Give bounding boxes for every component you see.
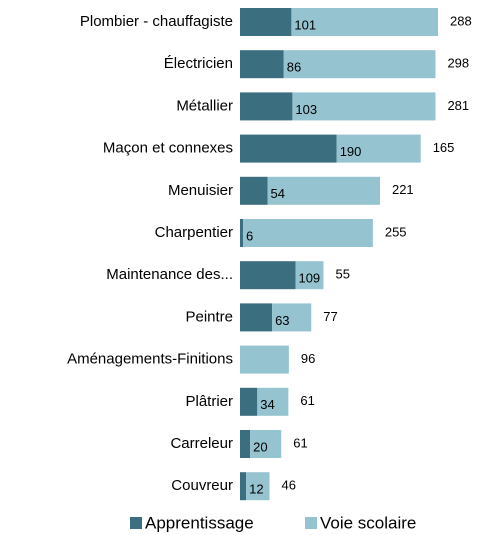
- bar-segment: [292, 92, 436, 121]
- bar-segment: [240, 50, 284, 79]
- category-label: Plombier - chauffagiste: [80, 13, 233, 30]
- category-label: Aménagements-Finitions: [67, 351, 233, 368]
- value-label: 96: [301, 351, 315, 366]
- value-label: 101: [294, 17, 316, 32]
- value-label: 221: [392, 182, 414, 197]
- bar-segment: [240, 176, 268, 205]
- bar-segment: [240, 134, 337, 163]
- value-label: 46: [282, 478, 296, 493]
- bar-segment: [240, 303, 273, 332]
- category-label: Maintenance des...: [106, 266, 233, 283]
- bar-segment: [240, 219, 244, 247]
- bar-segment: [295, 261, 324, 290]
- bar-segment: [291, 8, 439, 36]
- category-label: Plâtrier: [185, 393, 233, 410]
- value-label: 255: [385, 224, 407, 239]
- bar-segment: [267, 176, 380, 205]
- bar-segment: [246, 472, 270, 501]
- value-label: 288: [450, 13, 472, 28]
- bar-segment: [250, 430, 282, 458]
- value-label: 12: [249, 482, 263, 497]
- value-label: 298: [447, 56, 469, 71]
- bar-segment: [240, 8, 292, 36]
- category-label: Métallier: [176, 97, 233, 114]
- value-label: 6: [246, 228, 253, 243]
- value-label: 61: [293, 435, 307, 450]
- value-label: 20: [253, 439, 267, 454]
- value-label: 86: [287, 60, 301, 75]
- bar-segment: [240, 345, 289, 374]
- category-label: Menuisier: [168, 182, 233, 199]
- value-label: 103: [295, 102, 317, 117]
- bar-segment: [257, 387, 289, 416]
- category-label: Charpentier: [155, 224, 233, 241]
- bar-segment: [336, 134, 421, 163]
- value-label: 190: [340, 144, 362, 159]
- bar-segment: [240, 472, 247, 501]
- bar-segment: [283, 50, 436, 79]
- value-label: 55: [335, 267, 349, 282]
- value-label: 77: [323, 309, 337, 324]
- category-label: Électricien: [164, 55, 233, 72]
- bar-segment: [240, 387, 258, 416]
- category-label: Carreleur: [170, 435, 233, 452]
- value-label: 54: [270, 186, 284, 201]
- bar-segment: [243, 219, 373, 247]
- legend-label: Voie scolaire: [320, 513, 416, 532]
- category-label: Couvreur: [171, 477, 233, 494]
- value-label: 61: [300, 393, 314, 408]
- bar-segment: [240, 430, 251, 458]
- value-label: 109: [298, 271, 320, 286]
- legend-label: Apprentissage: [145, 513, 254, 532]
- legend-swatch: [130, 517, 142, 529]
- value-label: 34: [260, 397, 274, 412]
- value-label: 165: [433, 140, 455, 155]
- category-label: Maçon et connexes: [103, 140, 233, 157]
- value-label: 63: [275, 313, 289, 328]
- bar-segment: [272, 303, 312, 332]
- bar-segment: [240, 92, 293, 121]
- category-label: Peintre: [185, 308, 233, 325]
- bar-segment: [240, 261, 296, 290]
- value-label: 281: [447, 98, 469, 113]
- legend-swatch: [305, 517, 317, 529]
